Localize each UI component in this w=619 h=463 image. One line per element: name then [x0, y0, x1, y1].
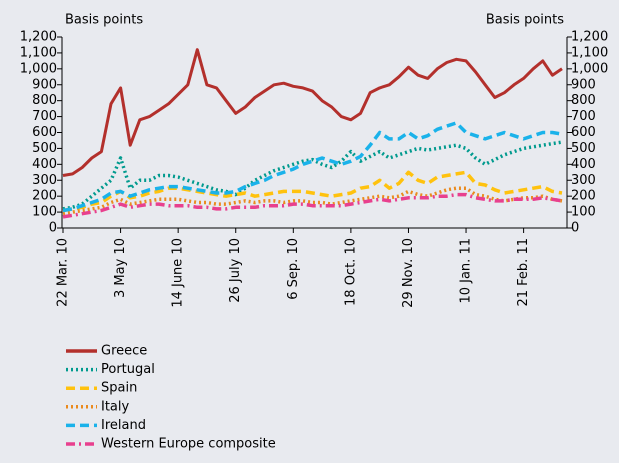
y2-tick-label: 800 — [571, 93, 596, 108]
series-line — [62, 48, 563, 177]
series-line — [62, 121, 563, 213]
y-tick-label: 300 — [32, 173, 57, 188]
x-tick-label: 26 July 10 — [228, 238, 243, 303]
series-line — [62, 186, 563, 216]
x-tick-label: 18 Oct. 10 — [343, 238, 358, 306]
x-tick-label: 3 May 10 — [113, 238, 128, 298]
y2-tick-label: 200 — [571, 189, 596, 204]
series-line — [62, 192, 563, 219]
y-tick-label: 200 — [32, 189, 57, 204]
y-tick-label: 600 — [32, 125, 57, 140]
x-tick-label: 14 June 10 — [171, 238, 186, 308]
x-tick-label: 10 Jan. 11 — [459, 238, 474, 304]
y-tick-label: 1,200 — [20, 30, 57, 45]
y-tick-label: 1,100 — [20, 45, 57, 60]
series-line — [62, 170, 563, 213]
y-tick-label: 900 — [32, 77, 57, 92]
y2-tick-label: 0 — [571, 221, 579, 236]
x-tick-label: 29 Nov. 10 — [401, 238, 416, 308]
y-tick-label: 500 — [32, 141, 57, 156]
y2-tick-label: 100 — [571, 205, 596, 220]
y2-tick-label: 500 — [571, 141, 596, 156]
y2-tick-label: 300 — [571, 173, 596, 188]
x-tick-label: 22 Mar. 10 — [56, 238, 71, 307]
y2-tick-label: 1,100 — [571, 45, 608, 60]
y2-tick-label: 900 — [571, 77, 596, 92]
legend-label: Italy — [101, 399, 130, 414]
y-axis-label: Basis points — [65, 13, 143, 28]
x-tick-label: 21 Feb. 11 — [516, 238, 531, 307]
y2-tick-label: 700 — [571, 109, 596, 124]
legend-label: Portugal — [101, 362, 155, 377]
series-line — [62, 140, 563, 211]
y2-axis-label: Basis points — [486, 13, 564, 28]
y-tick-label: 0 — [49, 221, 57, 236]
legend-label: Spain — [101, 381, 137, 396]
y2-tick-label: 1,000 — [571, 61, 608, 76]
y-tick-label: 800 — [32, 93, 57, 108]
y-tick-label: 1,000 — [20, 61, 57, 76]
y-tick-label: 700 — [32, 109, 57, 124]
y-tick-label: 100 — [32, 205, 57, 220]
y2-tick-label: 1,200 — [571, 30, 608, 45]
legend-label: Greece — [101, 344, 147, 359]
y2-tick-label: 600 — [571, 125, 596, 140]
y-tick-label: 400 — [32, 157, 57, 172]
x-tick-label: 6 Sep. 10 — [286, 238, 301, 300]
legend-label: Western Europe composite — [101, 437, 276, 452]
legend-label: Ireland — [101, 418, 146, 433]
y2-tick-label: 400 — [571, 157, 596, 172]
